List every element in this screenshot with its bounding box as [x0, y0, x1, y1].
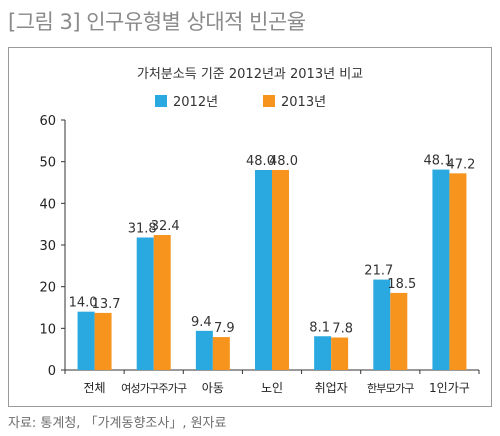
bar-2012	[255, 170, 272, 370]
x-tick-label: 노인	[261, 381, 283, 395]
bar-2013	[153, 235, 171, 370]
x-tick-label: 아동	[202, 381, 224, 395]
y-tick-label: 20	[39, 281, 56, 296]
legend-swatch-0	[155, 95, 167, 107]
bar-2013	[94, 312, 112, 370]
bar-2012	[195, 330, 213, 370]
data-label: 18.5	[387, 277, 416, 292]
x-tick-label: 여성가구주가구	[121, 382, 187, 395]
legend-label-1: 2013년	[281, 95, 326, 110]
bar-2013	[449, 173, 467, 370]
bar-2012	[136, 237, 154, 370]
x-tick-label: 한부모가구	[367, 382, 414, 395]
y-tick-label: 60	[39, 114, 56, 129]
data-label: 47.2	[446, 157, 475, 172]
y-tick-label: 30	[39, 239, 56, 254]
bar-2013	[331, 337, 349, 370]
bar-chart: 가처분소득 기준 2012년과 2013년 비교 2012년 2013년 0 10 2…	[39, 67, 480, 395]
bars	[77, 169, 467, 370]
data-label: 7.8	[332, 322, 353, 337]
data-label: 13.7	[92, 297, 121, 312]
x-tick-label: 전체	[84, 381, 106, 395]
bar-2013	[272, 170, 289, 370]
source-note: 자료: 통계청, 「가계동향조사」, 원자료	[8, 416, 227, 431]
data-label: 9.4	[191, 315, 212, 330]
figure-title: [그림 3] 인구유형별 상대적 빈곤율	[8, 10, 306, 34]
legend-swatch-1	[263, 95, 275, 107]
value-labels: 14.013.7 31.832.4 9.4 7.9 48.048.0 8.1 7.8 21.7…	[69, 154, 476, 337]
x-tick-label: 1인가구	[429, 381, 470, 395]
bar-2012	[314, 336, 332, 370]
data-label: 14.0	[69, 296, 98, 311]
data-label: 21.7	[364, 264, 393, 279]
chart-frame: 가처분소득 기준 2012년과 2013년 비교 2012년 2013년 0 10 2…	[8, 47, 492, 407]
y-tick-label: 50	[39, 156, 56, 171]
data-label: 48.0	[269, 154, 298, 169]
y-tick-label: 40	[39, 197, 56, 212]
data-label: 8.1	[309, 320, 330, 335]
bar-2013	[390, 292, 408, 370]
bar-2012	[77, 311, 95, 370]
legend-label-0: 2012년	[173, 95, 218, 110]
data-label: 32.4	[151, 219, 180, 234]
y-tick-label: 10	[39, 322, 56, 337]
chart-title: 가처분소득 기준 2012년과 2013년 비교	[137, 67, 363, 82]
data-label: 48.0	[246, 154, 275, 169]
axes: 0 10 20 30 40 50 60 전체 여성가구주가구 아동 노인 취업자 한부모가구 1인가구	[39, 114, 480, 395]
data-label: 48.1	[423, 154, 452, 169]
x-tick-label: 취업자	[315, 381, 348, 395]
bar-2013	[212, 337, 230, 370]
data-label: 7.9	[214, 321, 235, 336]
data-label: 31.8	[128, 222, 157, 237]
bar-2012	[373, 279, 391, 370]
bar-2012	[432, 169, 450, 370]
legend: 2012년 2013년	[155, 95, 326, 110]
y-tick-label: 0	[48, 364, 56, 379]
